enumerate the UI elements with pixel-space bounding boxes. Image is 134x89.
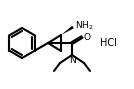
Text: O: O — [83, 32, 90, 41]
Text: HCl: HCl — [100, 38, 116, 48]
Text: NH$_2$: NH$_2$ — [75, 20, 94, 32]
Polygon shape — [61, 26, 74, 35]
Text: N: N — [69, 56, 75, 65]
